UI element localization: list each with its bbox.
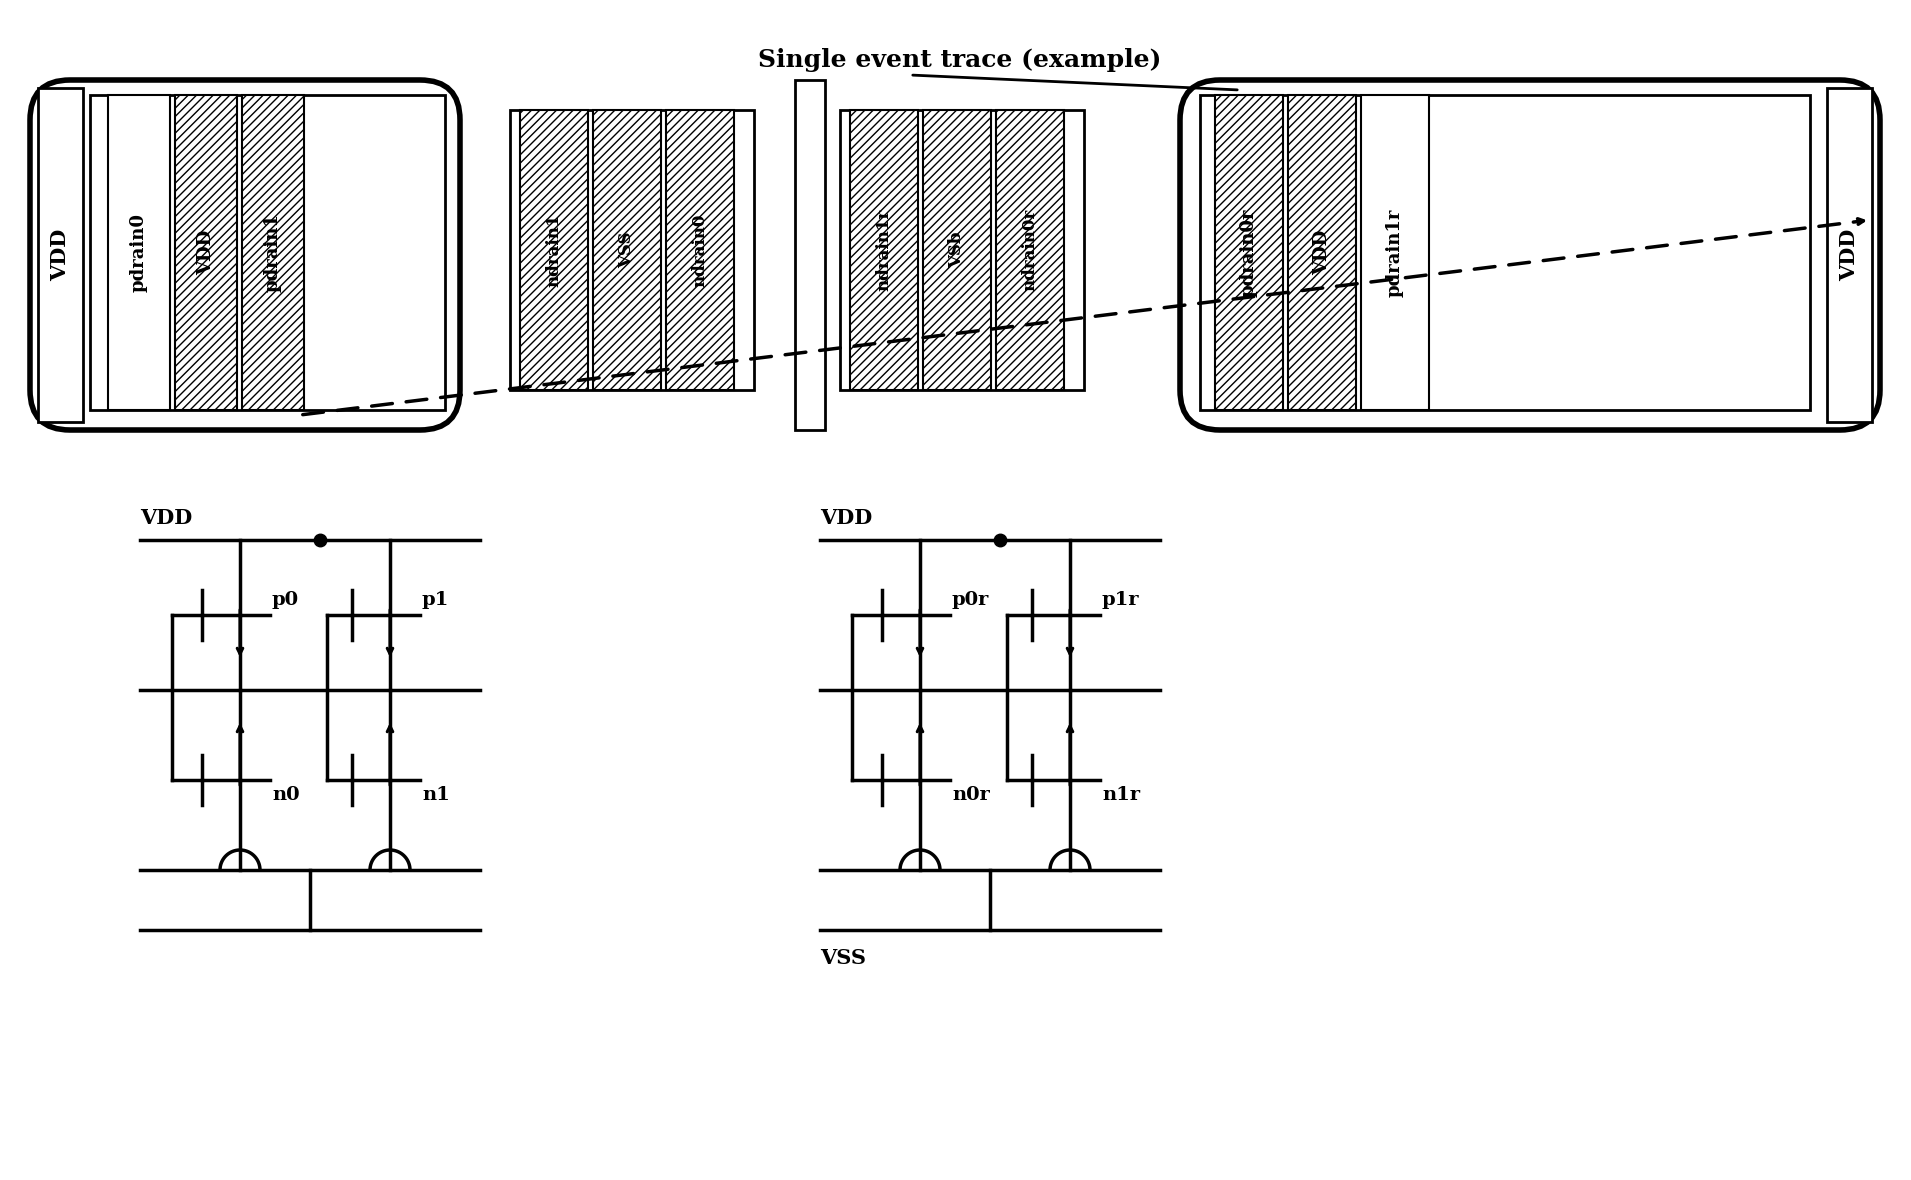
FancyBboxPatch shape: [31, 80, 461, 430]
Bar: [1827, 88, 1873, 422]
Text: pdrain0: pdrain0: [130, 214, 147, 291]
Text: ndrain1: ndrain1: [545, 214, 562, 287]
Text: Single event trace (example): Single event trace (example): [759, 48, 1162, 72]
Text: VDD: VDD: [197, 230, 216, 275]
Text: pdrain0r: pdrain0r: [1240, 208, 1257, 296]
Bar: [1200, 96, 1810, 409]
Text: pdrain1r: pdrain1r: [1385, 209, 1405, 296]
Bar: [795, 80, 826, 430]
Bar: [109, 96, 170, 409]
Text: ndrain0r: ndrain0r: [1022, 209, 1038, 291]
Text: p0: p0: [271, 591, 300, 609]
Bar: [923, 110, 992, 391]
Text: VSS: VSS: [820, 948, 866, 968]
Bar: [841, 110, 1084, 391]
Text: ndrain1r: ndrain1r: [875, 209, 892, 291]
Bar: [1288, 96, 1357, 409]
Bar: [1361, 96, 1429, 409]
FancyBboxPatch shape: [1179, 80, 1880, 430]
Bar: [996, 110, 1064, 391]
Text: VSb: VSb: [948, 231, 965, 268]
Text: VSS: VSS: [619, 231, 636, 268]
Text: n1r: n1r: [1103, 786, 1141, 804]
Text: VDD: VDD: [140, 509, 193, 527]
Text: n0: n0: [271, 786, 300, 804]
Bar: [592, 110, 661, 391]
Bar: [1215, 96, 1282, 409]
Text: pdrain1: pdrain1: [264, 214, 283, 291]
Bar: [90, 96, 445, 409]
Text: n0r: n0r: [952, 786, 990, 804]
Text: p1r: p1r: [1103, 591, 1139, 609]
Text: VDD: VDD: [1840, 229, 1859, 281]
Bar: [38, 88, 82, 422]
Text: ndrain0: ndrain0: [692, 214, 709, 287]
Bar: [243, 96, 304, 409]
Text: p0r: p0r: [952, 591, 990, 609]
Text: VDD: VDD: [820, 509, 871, 527]
Text: VDD: VDD: [1313, 230, 1330, 275]
Bar: [176, 96, 237, 409]
Bar: [510, 110, 755, 391]
Text: VDD: VDD: [50, 229, 71, 281]
Bar: [667, 110, 734, 391]
Bar: [520, 110, 589, 391]
Bar: [850, 110, 917, 391]
Text: n1: n1: [422, 786, 449, 804]
Text: p1: p1: [422, 591, 449, 609]
